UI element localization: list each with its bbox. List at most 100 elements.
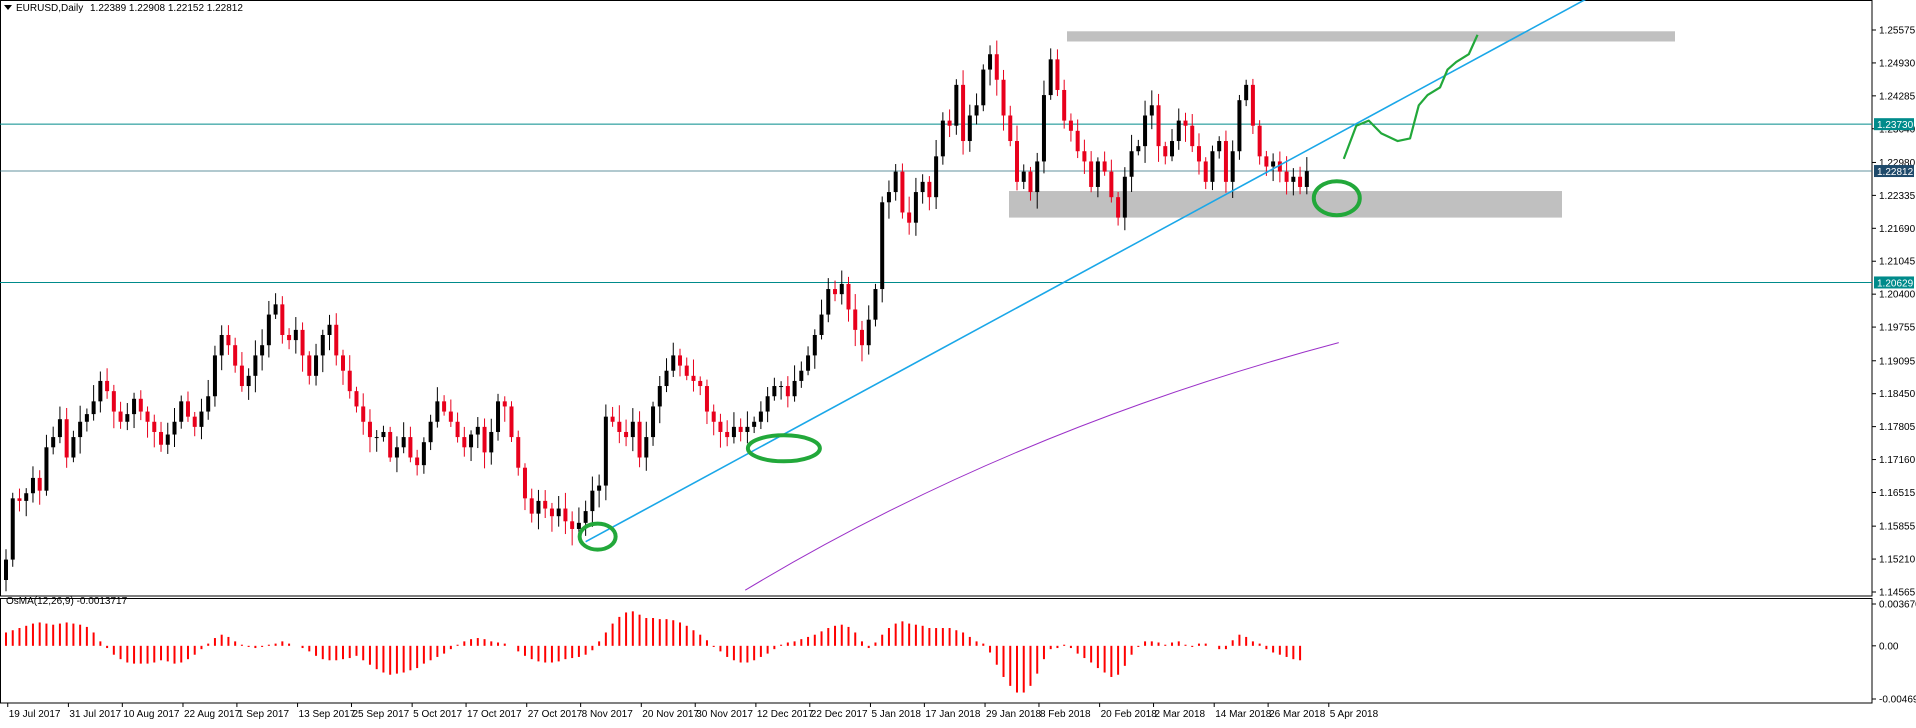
candle-body bbox=[219, 334, 224, 356]
time-tick-label: 8 Nov 2017 bbox=[582, 709, 634, 720]
candle-body bbox=[1277, 161, 1282, 172]
candle-body bbox=[603, 416, 608, 486]
candle bbox=[1284, 156, 1289, 195]
candle bbox=[1021, 164, 1026, 190]
candle-body bbox=[752, 421, 757, 427]
candle-body bbox=[1149, 105, 1154, 116]
candle-body bbox=[637, 421, 642, 458]
trendline bbox=[585, 0, 1587, 543]
candle bbox=[758, 401, 763, 430]
time-tick-label: 30 Nov 2017 bbox=[696, 709, 753, 720]
candle-body bbox=[381, 431, 386, 438]
price-tick-label: 1.16515 bbox=[1879, 488, 1916, 499]
candle bbox=[974, 93, 979, 125]
ohlc-label: 1.22389 1.22908 1.22152 1.22812 bbox=[90, 3, 243, 14]
candle-body bbox=[435, 401, 440, 422]
candle-body bbox=[415, 457, 420, 466]
candle bbox=[1041, 80, 1046, 174]
time-tick-label: 22 Dec 2017 bbox=[811, 709, 868, 720]
candle bbox=[1149, 90, 1154, 130]
candle-body bbox=[71, 437, 76, 458]
candle bbox=[846, 276, 851, 322]
candle bbox=[651, 401, 656, 446]
candle-body bbox=[779, 386, 784, 388]
candle bbox=[583, 500, 588, 536]
candle bbox=[179, 395, 184, 429]
candle bbox=[954, 79, 959, 135]
candle bbox=[812, 329, 817, 369]
candle-body bbox=[287, 334, 292, 341]
candle bbox=[394, 436, 399, 473]
candle bbox=[1028, 166, 1033, 201]
candle-body bbox=[10, 498, 15, 560]
candle-body bbox=[691, 375, 696, 381]
time-tick-label: 5 Jan 2018 bbox=[871, 709, 921, 720]
candle bbox=[947, 109, 952, 138]
time-tick-label: 19 Jul 2017 bbox=[9, 709, 61, 720]
candle-body bbox=[967, 115, 972, 142]
candle bbox=[293, 317, 298, 354]
candle-body bbox=[1250, 84, 1255, 126]
candle-body bbox=[1291, 176, 1296, 182]
candle bbox=[691, 359, 696, 392]
candle-body bbox=[516, 437, 521, 468]
candle-body bbox=[307, 355, 312, 376]
candle bbox=[543, 490, 548, 519]
candle bbox=[994, 40, 999, 96]
candle bbox=[37, 470, 42, 505]
candle bbox=[988, 45, 993, 86]
candle-body bbox=[300, 329, 305, 356]
price-zones bbox=[1009, 31, 1675, 218]
candle bbox=[1129, 134, 1134, 192]
symbol-label: EURUSD,Daily bbox=[16, 3, 83, 14]
candle bbox=[226, 325, 231, 355]
candle-body bbox=[846, 283, 851, 310]
candle bbox=[779, 381, 784, 400]
candle bbox=[30, 466, 35, 503]
candle bbox=[152, 414, 157, 448]
time-tick-label: 31 Jul 2017 bbox=[69, 709, 121, 720]
candle-body bbox=[125, 414, 130, 422]
candle bbox=[1298, 166, 1303, 195]
price-zone bbox=[1067, 31, 1675, 42]
candle bbox=[704, 379, 709, 425]
candle bbox=[698, 376, 703, 396]
candle-body bbox=[684, 365, 689, 376]
collapse-triangle-icon[interactable] bbox=[4, 5, 12, 10]
candle bbox=[657, 375, 662, 424]
candle bbox=[1183, 112, 1188, 142]
candle-body bbox=[1163, 146, 1168, 157]
candle bbox=[610, 406, 615, 427]
candle bbox=[1203, 157, 1208, 190]
candle-body bbox=[974, 105, 979, 116]
candle bbox=[428, 414, 433, 451]
candle-body bbox=[1095, 161, 1100, 187]
time-tick-label: 5 Oct 2017 bbox=[413, 709, 462, 720]
candle bbox=[361, 393, 366, 435]
time-tick-label: 5 Apr 2018 bbox=[1330, 709, 1379, 720]
candle bbox=[940, 112, 945, 165]
candle-body bbox=[664, 370, 669, 387]
candle-body bbox=[509, 406, 514, 438]
candle bbox=[91, 385, 96, 421]
candle-body bbox=[1122, 176, 1127, 218]
candle bbox=[260, 329, 265, 371]
candle bbox=[280, 296, 285, 344]
candle bbox=[833, 280, 838, 302]
candle-body bbox=[1170, 141, 1175, 157]
candle bbox=[1176, 108, 1181, 150]
candle bbox=[961, 70, 966, 155]
candle bbox=[435, 387, 440, 428]
candle-body bbox=[1203, 161, 1208, 182]
candle bbox=[839, 270, 844, 305]
candle-body bbox=[947, 120, 952, 126]
candle bbox=[1271, 153, 1276, 182]
candle bbox=[529, 488, 534, 523]
candle bbox=[934, 139, 939, 210]
candle-body bbox=[246, 375, 251, 387]
price-tick-label: 1.17805 bbox=[1879, 422, 1916, 433]
candle-body bbox=[206, 396, 211, 412]
candle-body bbox=[873, 289, 878, 320]
candle-body bbox=[1041, 95, 1046, 162]
